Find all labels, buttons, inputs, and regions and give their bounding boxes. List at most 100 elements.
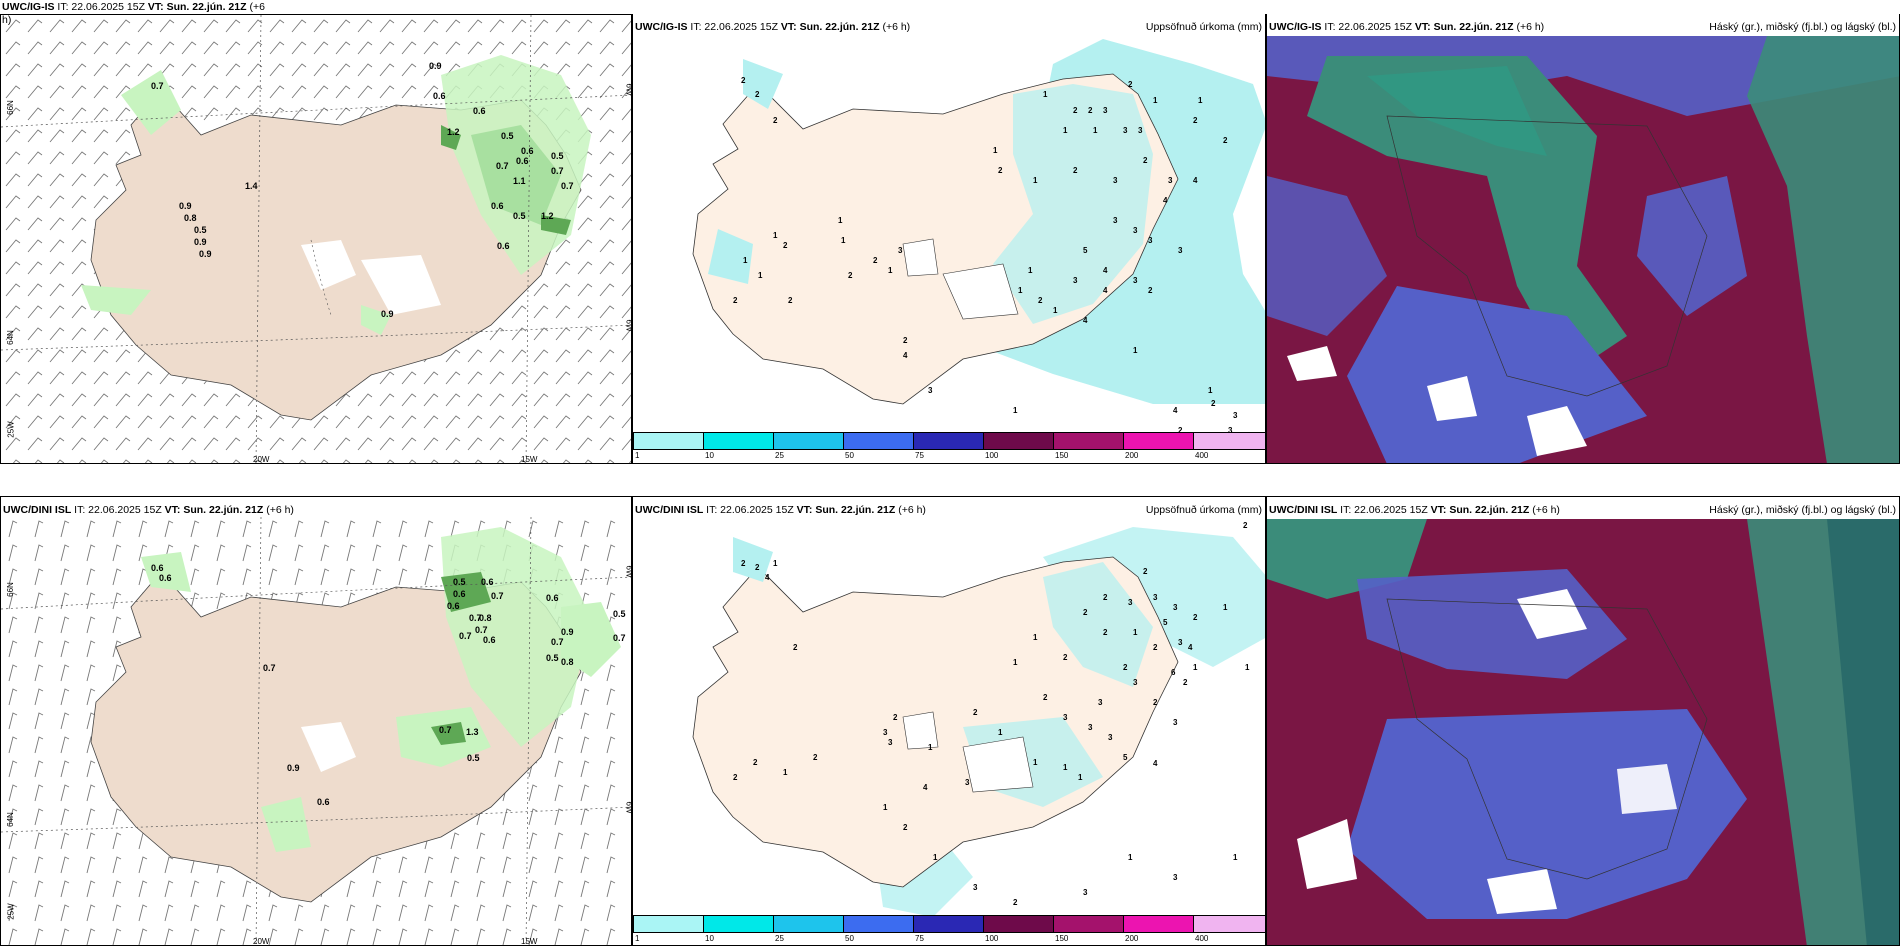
lat-label-6w-bottom-b: 6W bbox=[624, 801, 632, 814]
wind-map-bottom: UWC/DINI ISL IT: 22.06.2025 15Z VT: Sun.… bbox=[0, 496, 632, 946]
precip-value: 1 bbox=[773, 231, 778, 240]
valid-time: VT: Sun. 22.jún. 21Z bbox=[780, 21, 880, 33]
precip-value: 4 bbox=[1083, 316, 1088, 325]
forecast-offset: (+6 h) bbox=[898, 504, 926, 516]
precip-value: 2 bbox=[1193, 116, 1198, 125]
precip-value: 2 bbox=[903, 823, 908, 832]
precip-value: 3 bbox=[883, 728, 888, 737]
precip-value: 3 bbox=[973, 883, 978, 892]
precip-value: 2 bbox=[1088, 106, 1093, 115]
precip-value: 2 bbox=[755, 563, 760, 572]
colorbar-swatch bbox=[1053, 432, 1124, 450]
iceland-land-precip-bottom bbox=[692, 556, 1179, 888]
colorbar-tick: 10 bbox=[705, 934, 714, 943]
model-name: UWC/DINI ISL bbox=[635, 504, 704, 516]
precip-value: 1 bbox=[783, 768, 788, 777]
wind-value: 0.9 bbox=[194, 237, 207, 247]
precip-value: 1 bbox=[1028, 266, 1033, 275]
precip-value: 2 bbox=[848, 271, 853, 280]
cloud-title-top: Háský (gr.), miðský (fj.bl.) og lágský (… bbox=[1709, 21, 1896, 33]
wind-value: 0.7 bbox=[561, 181, 574, 191]
forecast-offset: (+6 h) bbox=[1532, 504, 1560, 516]
precip-value: 2 bbox=[1178, 426, 1183, 435]
colorbar-tick: 150 bbox=[1055, 451, 1069, 460]
colorbar-swatch bbox=[703, 915, 774, 933]
colorbar-tick: 100 bbox=[985, 451, 999, 460]
precip-value: 3 bbox=[1153, 593, 1158, 602]
precip-value: 3 bbox=[1168, 176, 1173, 185]
precip-value: 3 bbox=[1173, 603, 1178, 612]
precip-value: 1 bbox=[1063, 126, 1068, 135]
precip-value: 1 bbox=[773, 559, 778, 568]
colorbar-swatch bbox=[913, 432, 984, 450]
wind-value: 0.9 bbox=[561, 627, 574, 637]
model-name: UWC/DINI ISL bbox=[3, 504, 72, 516]
wind-value: 1.2 bbox=[447, 127, 460, 137]
precip-value: 3 bbox=[1113, 216, 1118, 225]
wind-value: 0.6 bbox=[521, 146, 534, 156]
precip-value: 4 bbox=[1153, 759, 1158, 768]
colorbar-swatch bbox=[1193, 915, 1265, 933]
precip-value: 1 bbox=[888, 266, 893, 275]
precip-value: 2 bbox=[1223, 136, 1228, 145]
header-precip-bottom: UWC/DINI ISL IT: 22.06.2025 15Z VT: Sun.… bbox=[635, 503, 926, 517]
wind-value: 0.7 bbox=[263, 663, 276, 673]
precip-value: 1 bbox=[1093, 126, 1098, 135]
colorbar-swatch bbox=[1123, 915, 1194, 933]
wind-value: 0.5 bbox=[613, 609, 626, 619]
precip-value: 2 bbox=[1073, 166, 1078, 175]
cloud-map-top: UWC/IG-IS IT: 22.06.2025 15Z VT: Sun. 22… bbox=[1266, 14, 1900, 464]
forecast-offset: (+6 h) bbox=[882, 21, 911, 33]
precip-value: 3 bbox=[1088, 723, 1093, 732]
wind-value: 0.8 bbox=[184, 213, 197, 223]
header-wind-bottom: UWC/DINI ISL IT: 22.06.2025 15Z VT: Sun.… bbox=[3, 503, 294, 517]
precip-value: 3 bbox=[1133, 678, 1138, 687]
lat-label-66n-bottom: 66N bbox=[5, 582, 15, 597]
precip-value: 2 bbox=[998, 166, 1003, 175]
wind-value: 0.5 bbox=[467, 753, 480, 763]
precip-value: 2 bbox=[1143, 567, 1148, 576]
init-time: IT: 22.06.2025 15Z bbox=[57, 1, 145, 13]
colorbar-tick: 400 bbox=[1195, 934, 1209, 943]
lon-label-15w-top: 15W bbox=[521, 455, 538, 464]
precip-value: 1 bbox=[933, 853, 938, 862]
wind-value: 0.6 bbox=[481, 577, 494, 587]
cloud-title-bottom: Háský (gr.), miðský (fj.bl.) og lágský (… bbox=[1709, 504, 1896, 516]
precip-value: 3 bbox=[1133, 276, 1138, 285]
wind-value: 0.6 bbox=[447, 601, 460, 611]
precip-value: 1 bbox=[1013, 658, 1018, 667]
precip-value: 3 bbox=[1178, 246, 1183, 255]
wind-value: 0.6 bbox=[491, 201, 504, 211]
precip-value: 1 bbox=[758, 271, 763, 280]
colorbar-tick: 400 bbox=[1195, 451, 1209, 460]
wind-value: 1.3 bbox=[466, 727, 479, 737]
precip-value: 3 bbox=[898, 246, 903, 255]
valid-time: VT: Sun. 22.jún. 21Z bbox=[147, 1, 247, 13]
colorbar-swatch bbox=[1123, 432, 1194, 450]
wind-map-top: 66N 64N 25W 20W 15W 6W 6W 0.7 0.9 0.6 0.… bbox=[0, 14, 632, 464]
precip-value: 2 bbox=[1193, 613, 1198, 622]
header-wind-top-wrap: h) bbox=[2, 14, 12, 26]
precip-value: 3 bbox=[1103, 106, 1108, 115]
precip-value: 1 bbox=[883, 803, 888, 812]
precip-value: 3 bbox=[1178, 638, 1183, 647]
forecast-offset: (+6 bbox=[249, 1, 265, 13]
precip-value: 2 bbox=[1013, 898, 1018, 907]
lon-label-25w-bottom: 25W bbox=[6, 903, 16, 920]
init-time: IT: 22.06.2025 15Z bbox=[74, 504, 162, 516]
colorbar-tick: 10 bbox=[705, 451, 714, 460]
wind-value: 0.7 bbox=[439, 725, 452, 735]
precip-value: 2 bbox=[813, 753, 818, 762]
precip-value: 3 bbox=[1063, 713, 1068, 722]
precip-value: 4 bbox=[1103, 286, 1108, 295]
precip-value: 2 bbox=[1211, 399, 1216, 408]
lon-label-15w-bottom: 15W bbox=[521, 937, 538, 946]
precip-value: 4 bbox=[1163, 196, 1168, 205]
precip-value: 1 bbox=[1233, 853, 1238, 862]
wind-value: 0.7 bbox=[551, 166, 564, 176]
wind-value: 0.9 bbox=[287, 763, 300, 773]
precip-value: 3 bbox=[1098, 698, 1103, 707]
wind-value: 0.5 bbox=[513, 211, 526, 221]
precip-value: 2 bbox=[773, 116, 778, 125]
precip-value: 2 bbox=[733, 773, 738, 782]
